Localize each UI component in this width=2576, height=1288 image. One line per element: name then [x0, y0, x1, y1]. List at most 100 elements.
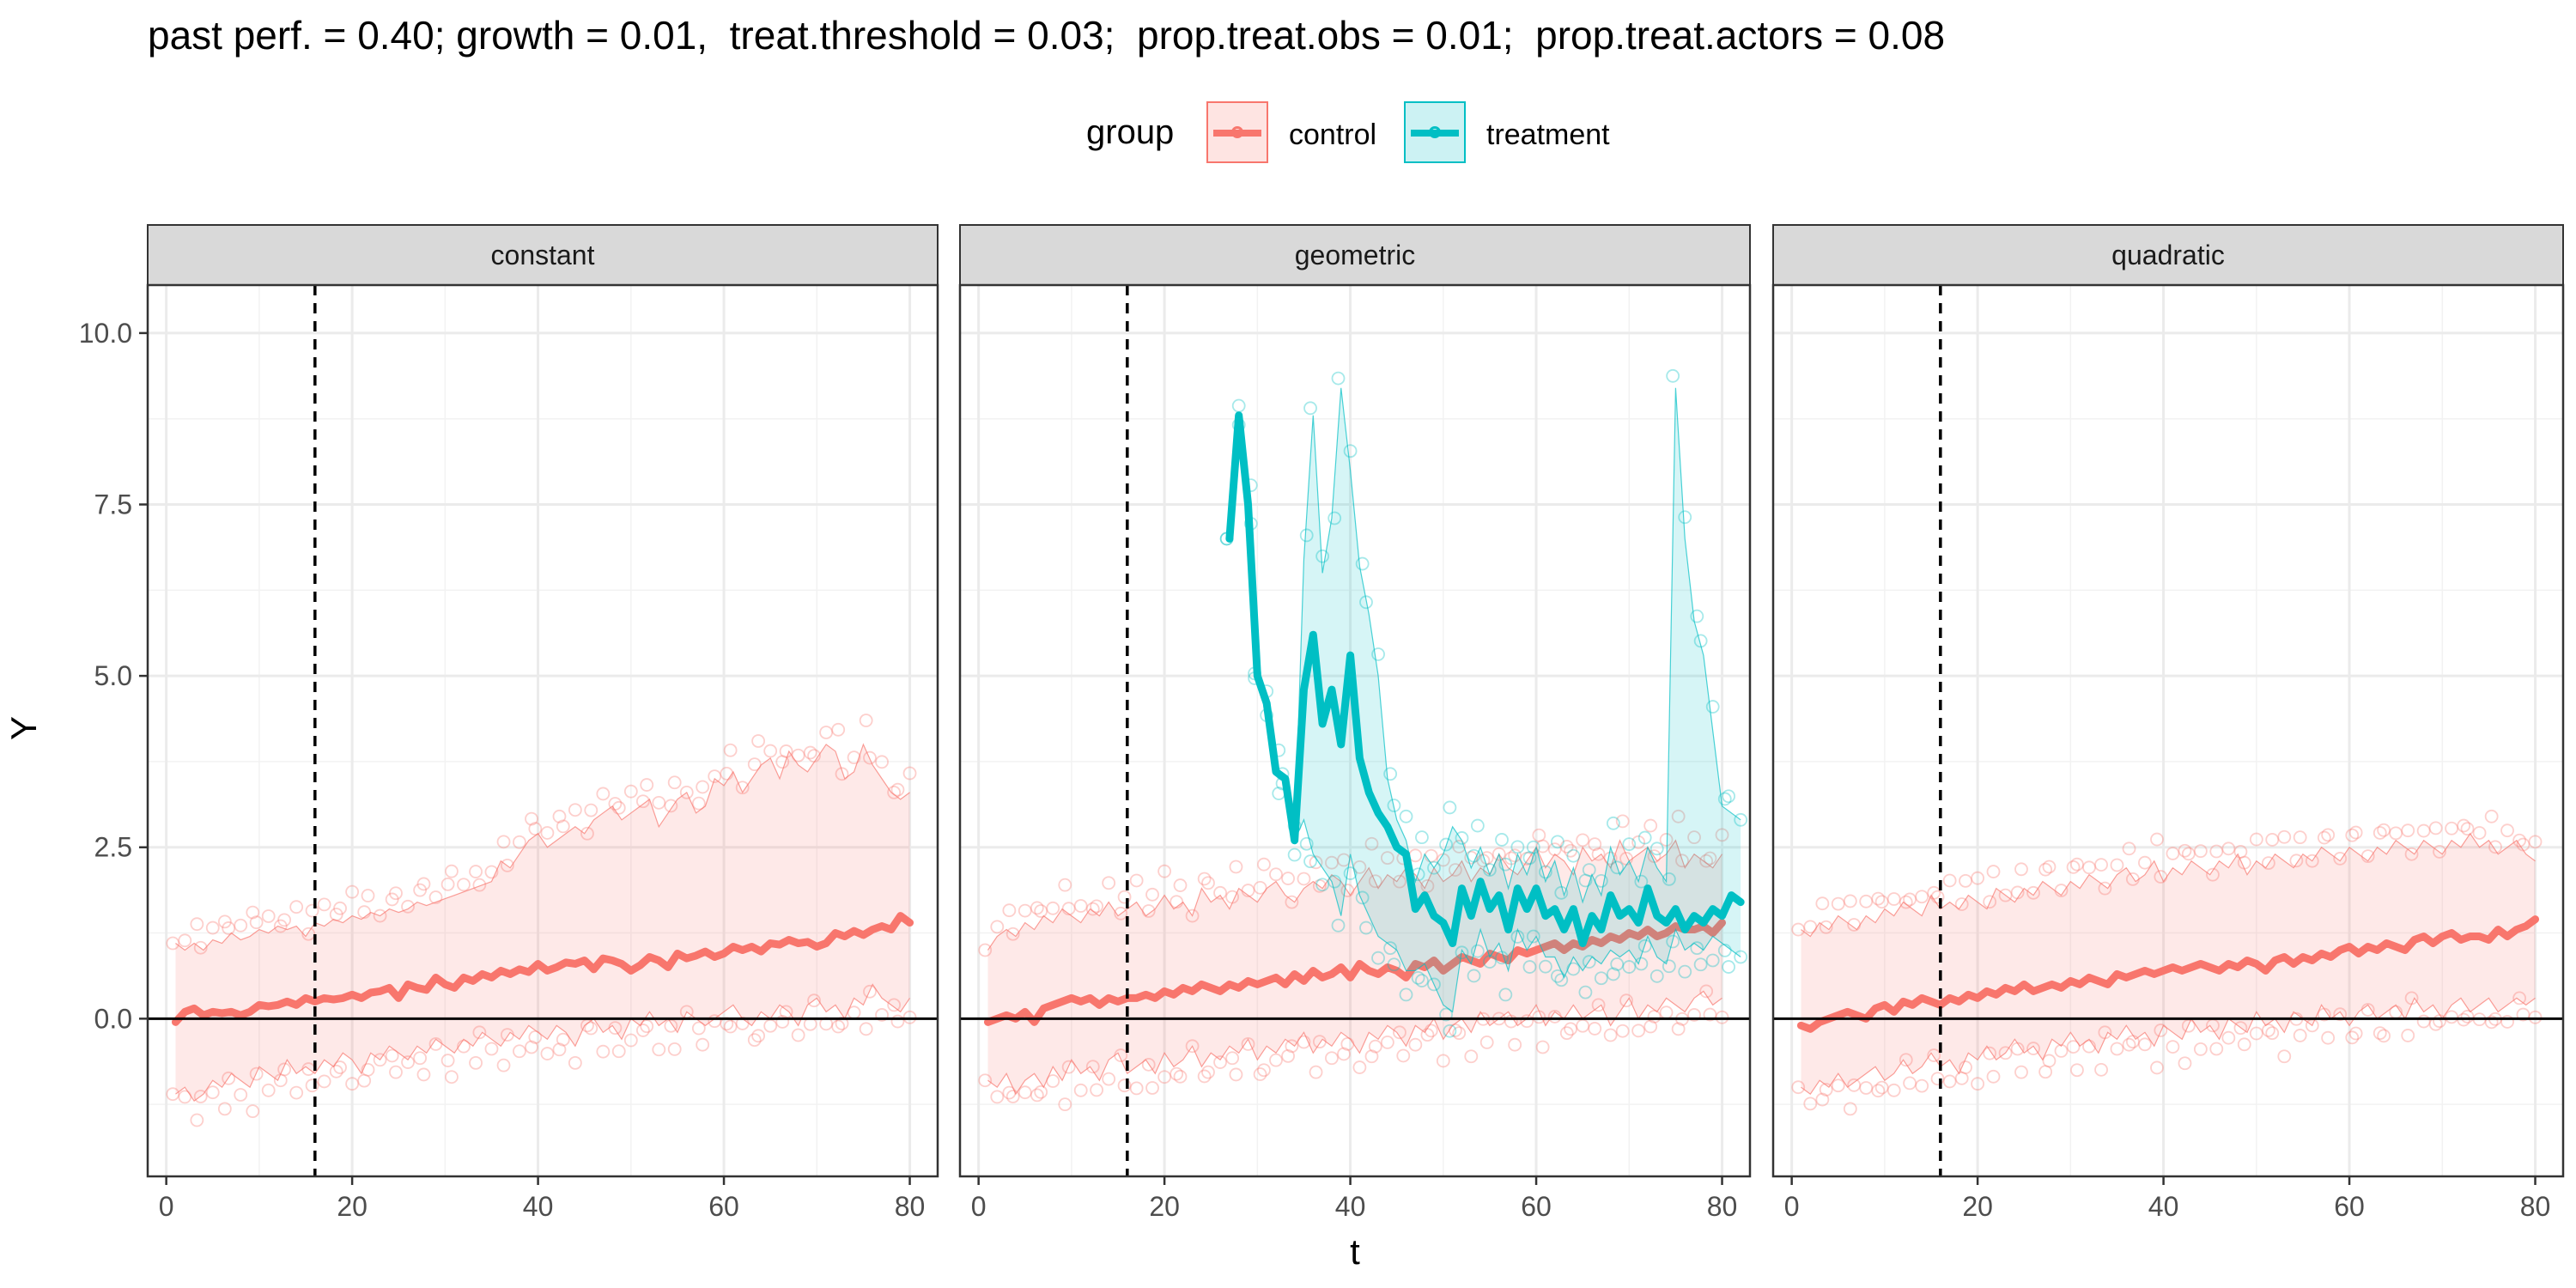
- data-point-control: [1986, 1069, 2001, 1084]
- data-point-control: [2484, 809, 2499, 823]
- data-point-control: [496, 1058, 511, 1072]
- data-point-treatment: [1415, 974, 1429, 987]
- data-point-control: [361, 1062, 375, 1077]
- data-point-control: [1942, 873, 1957, 888]
- data-point-control: [472, 878, 487, 892]
- data-point-control: [2193, 1042, 2208, 1056]
- data-point-control: [428, 1036, 443, 1051]
- data-point-control: [2042, 1054, 2057, 1068]
- data-point-control: [357, 1073, 372, 1088]
- data-point-treatment: [1371, 951, 1385, 965]
- data-point-treatment: [1343, 444, 1358, 459]
- data-point-control: [1380, 1036, 1394, 1049]
- data-point-control: [696, 780, 710, 794]
- data-point-control: [1396, 1048, 1411, 1063]
- data-point-control: [333, 901, 347, 915]
- data-point-control: [166, 936, 180, 951]
- data-point-treatment: [1693, 957, 1708, 972]
- strip-label-geometric: geometric: [1295, 240, 1416, 270]
- mean-line-control-constant: [171, 912, 914, 1026]
- data-point-control: [2472, 826, 2487, 840]
- data-point-control: [1591, 847, 1606, 861]
- data-point-control: [1157, 864, 1172, 878]
- data-point-treatment: [1443, 800, 1457, 815]
- data-point-control: [2500, 1015, 2514, 1029]
- data-point-treatment: [1303, 854, 1317, 869]
- data-point-treatment: [1610, 957, 1625, 971]
- data-point-treatment: [1467, 969, 1481, 983]
- data-point-treatment: [1495, 833, 1509, 847]
- data-point-control: [1225, 890, 1240, 904]
- data-point-treatment: [1455, 831, 1469, 845]
- data-point-control: [2070, 857, 2084, 872]
- data-point-control: [1803, 920, 1818, 934]
- data-point-control: [1452, 1026, 1467, 1041]
- data-point-control: [1464, 1049, 1479, 1064]
- data-point-control: [1312, 1035, 1327, 1049]
- data-point-control: [2404, 847, 2419, 861]
- data-point-control: [1309, 1065, 1323, 1079]
- ribbon-control-quadratic: [1801, 833, 2536, 1095]
- data-point-control: [305, 1078, 319, 1093]
- data-point-control: [1903, 892, 1917, 907]
- data-point-control: [679, 785, 694, 799]
- data-point-control: [1129, 1081, 1144, 1096]
- data-point-treatment: [1343, 866, 1358, 880]
- data-point-control: [1229, 860, 1243, 874]
- data-point-control: [2488, 840, 2502, 854]
- data-point-control: [1631, 1024, 1646, 1038]
- data-point-treatment: [1637, 830, 1652, 845]
- data-point-control: [652, 795, 666, 810]
- data-point-control: [2261, 1024, 2275, 1037]
- data-point-control: [2038, 862, 2053, 877]
- data-point-treatment: [1439, 837, 1453, 852]
- data-point-control: [1631, 835, 1646, 849]
- data-point-treatment: [1483, 955, 1497, 969]
- data-point-control: [2277, 1049, 2292, 1064]
- data-point-control: [1253, 1067, 1267, 1081]
- data-point-control: [691, 796, 706, 811]
- data-point-control: [2457, 818, 2471, 833]
- data-point-control: [1886, 892, 1901, 906]
- data-point-control: [1831, 1078, 1845, 1093]
- data-point-control: [513, 835, 526, 849]
- x-tick-label: 20: [337, 1191, 368, 1222]
- data-point-treatment: [1610, 860, 1625, 875]
- ribbon-lower-control: [987, 990, 1722, 1096]
- data-point-control: [1002, 903, 1017, 918]
- data-point-control: [513, 1044, 526, 1059]
- x-tick-label: 60: [1521, 1191, 1552, 1222]
- data-point-control: [1986, 865, 2001, 878]
- data-point-control: [568, 803, 582, 817]
- data-point-control: [875, 755, 889, 769]
- data-point-control: [1699, 984, 1714, 999]
- data-point-control: [623, 1033, 638, 1048]
- data-point-control: [373, 1053, 387, 1067]
- data-point-treatment: [1606, 967, 1620, 981]
- data-point-control: [2206, 867, 2220, 882]
- data-point-control: [2209, 1042, 2224, 1056]
- data-point-control: [1504, 851, 1518, 866]
- data-point-control: [1915, 1078, 1929, 1093]
- data-point-control: [2348, 825, 2363, 840]
- data-point-control: [1030, 901, 1044, 915]
- data-point-control: [1603, 851, 1618, 866]
- data-point-control: [652, 1042, 666, 1057]
- data-point-control: [859, 1022, 873, 1036]
- data-point-control: [568, 1055, 582, 1070]
- data-point-control: [277, 1062, 292, 1077]
- data-point-treatment: [1582, 955, 1596, 969]
- data-point-control: [305, 903, 319, 918]
- data-point-control: [1436, 1054, 1450, 1068]
- data-point-control: [2445, 821, 2459, 835]
- data-point-treatment: [1327, 511, 1342, 526]
- data-point-treatment: [1522, 851, 1537, 866]
- data-point-control: [2293, 1029, 2307, 1042]
- data-point-treatment: [1538, 865, 1552, 879]
- data-point-control: [1005, 1090, 1020, 1103]
- data-point-control: [1535, 839, 1550, 854]
- data-point-treatment: [1693, 634, 1708, 648]
- data-point-control: [1930, 890, 1945, 904]
- data-point-treatment: [1411, 970, 1425, 985]
- data-point-control: [345, 884, 360, 899]
